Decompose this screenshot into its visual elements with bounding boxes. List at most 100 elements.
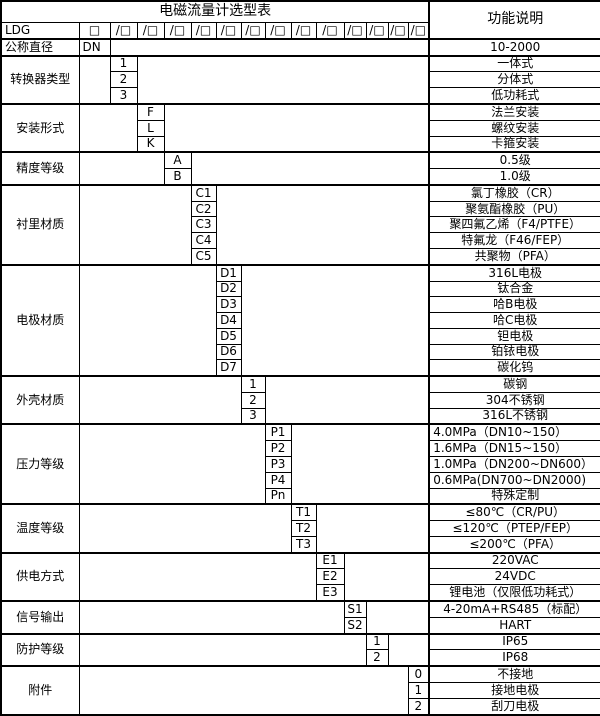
selection-row: D4 哈C电极 xyxy=(1,312,600,329)
empty-cell xyxy=(163,102,430,153)
desc-cell: ≤80℃（CR/PU） xyxy=(428,503,600,522)
desc-cell: 4.0MPa（DN10~150） xyxy=(428,423,600,442)
code-cell: E2 xyxy=(315,568,345,586)
model-slot: /□ xyxy=(215,21,242,40)
model-slot: /□ xyxy=(109,21,138,40)
desc-cell: 10-2000 xyxy=(428,37,600,57)
selection-row: C5 共聚物（PFA） xyxy=(1,247,600,266)
desc-cell: 不接地 xyxy=(428,665,600,683)
desc-cell: 碳钢 xyxy=(428,375,600,393)
desc-cell: 哈C电极 xyxy=(428,312,600,329)
category-label: 精度等级 xyxy=(0,151,80,186)
category-label: 温度等级 xyxy=(0,503,80,554)
code-cell: F xyxy=(136,102,165,121)
category-label: 衬里材质 xyxy=(0,183,80,266)
code-cell: P3 xyxy=(264,456,292,473)
category-label: 附件 xyxy=(0,665,80,716)
desc-cell: ≤120℃（PTEP/FEP） xyxy=(428,520,600,537)
selection-row: 压力等级 P1 4.0MPa（DN10~150） xyxy=(0,423,600,505)
code-cell: D2 xyxy=(215,280,242,298)
desc-cell: 氯丁橡胶（CR） xyxy=(428,183,600,202)
desc-cell: 钛合金 xyxy=(428,280,600,298)
code-cell: L xyxy=(136,119,165,137)
selection-row: 精度等级 A 0.5级 xyxy=(0,151,600,186)
empty-cell xyxy=(78,551,317,602)
model-slot: /□ xyxy=(136,21,165,40)
code-cell: T2 xyxy=(290,520,317,537)
model-slot: /□ xyxy=(240,21,266,40)
code-cell: 1 xyxy=(109,54,138,73)
empty-cell xyxy=(264,375,430,425)
table-title: 电磁流量计选型表 xyxy=(0,0,430,23)
code-cell: P2 xyxy=(264,440,292,458)
selection-row: 3 316L不锈钢 xyxy=(1,407,600,425)
desc-cell: 螺纹安装 xyxy=(428,119,600,137)
empty-cell xyxy=(78,183,192,266)
empty-cell xyxy=(78,102,138,153)
code-cell: D7 xyxy=(215,359,242,377)
code-cell: B xyxy=(163,168,192,186)
code-cell: D4 xyxy=(215,312,242,329)
category-label: 防护等级 xyxy=(0,632,80,667)
selection-row: T2 ≤120℃（PTEP/FEP） xyxy=(1,520,600,537)
empty-cell xyxy=(78,632,367,667)
function-column-header: 功能说明 xyxy=(428,0,600,40)
empty-cell xyxy=(136,54,430,105)
category-label: 压力等级 xyxy=(0,423,80,505)
empty-cell xyxy=(290,423,430,505)
model-slot: /□ xyxy=(407,21,430,40)
model-slot: /□ xyxy=(264,21,292,40)
model-slot: /□ xyxy=(343,21,367,40)
desc-cell: 特氟龙（F46/FEP） xyxy=(428,232,600,249)
code-cell: P4 xyxy=(264,471,292,489)
model-slot: /□ xyxy=(365,21,389,40)
desc-cell: 1.0级 xyxy=(428,168,600,186)
model-slot: /□ xyxy=(190,21,217,40)
code-cell: Pn xyxy=(264,487,292,505)
empty-cell xyxy=(78,423,266,505)
code-cell: 1 xyxy=(365,632,389,651)
code-cell: D3 xyxy=(215,296,242,314)
desc-cell: ≤200℃（PFA） xyxy=(428,535,600,554)
desc-cell: 316L电极 xyxy=(428,263,600,282)
code-cell: 0 xyxy=(407,665,430,683)
dn-row: 公称直径 DN 10-2000 xyxy=(0,37,600,57)
desc-cell: 法兰安装 xyxy=(428,102,600,121)
desc-cell: 220VAC xyxy=(428,551,600,570)
empty-cell xyxy=(387,632,430,667)
code-cell: 2 xyxy=(407,697,430,716)
selection-row: D7 碳化钨 xyxy=(1,359,600,377)
selection-row: 安装形式 F 法兰安装 xyxy=(0,102,600,153)
empty-cell xyxy=(78,375,242,425)
code-cell: C5 xyxy=(190,247,217,266)
model-prefix: LDG xyxy=(0,21,80,40)
category-label: 安装形式 xyxy=(0,102,80,153)
category-label: 供电方式 xyxy=(0,551,80,602)
selection-row: C4 特氟龙（F46/FEP） xyxy=(1,232,600,249)
selection-row: 转换器类型 1 一体式 xyxy=(0,54,600,105)
code-cell: 3 xyxy=(109,87,138,105)
code-cell: C1 xyxy=(190,183,217,202)
desc-cell: 聚四氟乙烯（F4/PTFE） xyxy=(428,216,600,234)
desc-cell: 0.5级 xyxy=(428,151,600,170)
selection-row: L 螺纹安装 xyxy=(1,119,600,137)
category-label: 电极材质 xyxy=(0,263,80,377)
empty-cell xyxy=(78,503,292,554)
code-cell: P1 xyxy=(264,423,292,442)
selection-row: 2 刮刀电极 xyxy=(1,697,600,716)
desc-cell: 特殊定制 xyxy=(428,487,600,505)
desc-cell: 钽电极 xyxy=(428,327,600,345)
code-cell: T1 xyxy=(290,503,317,522)
desc-cell: 哈B电极 xyxy=(428,296,600,314)
model-slot: /□ xyxy=(163,21,192,40)
empty-cell xyxy=(78,151,165,186)
desc-cell: 刮刀电极 xyxy=(428,697,600,716)
desc-cell: 0.6MPa(DN700~DN2000) xyxy=(428,471,600,489)
category-label: 公称直径 xyxy=(0,37,80,57)
title-row: 电磁流量计选型表 功能说明 xyxy=(0,0,600,40)
selection-row: P4 0.6MPa(DN700~DN2000) xyxy=(1,471,600,489)
model-slot: /□ xyxy=(315,21,345,40)
code-cell: E1 xyxy=(315,551,345,570)
desc-cell: 24VDC xyxy=(428,568,600,586)
